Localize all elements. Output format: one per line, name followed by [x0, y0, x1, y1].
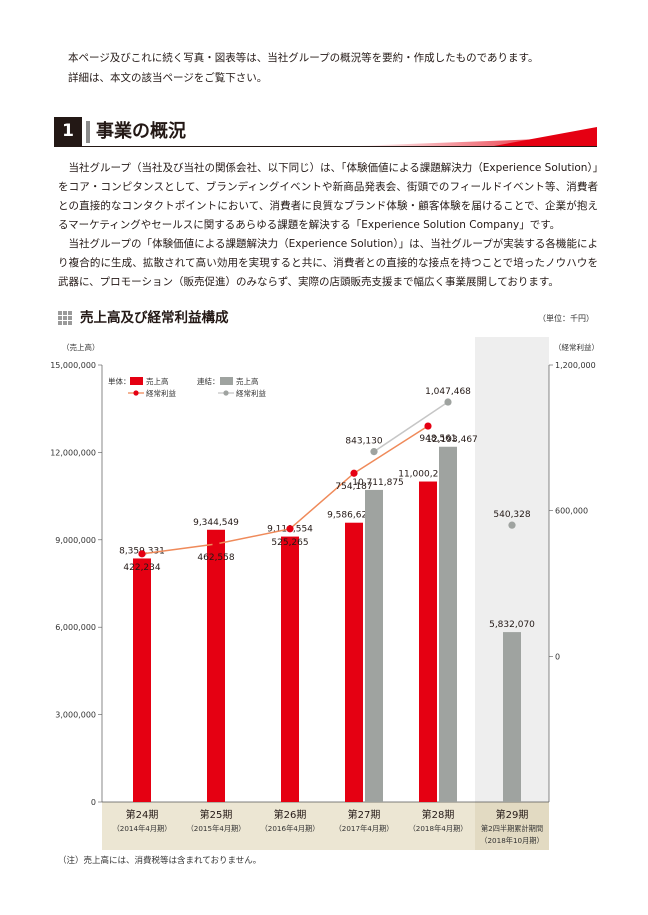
standalone-profit-point: [212, 540, 220, 548]
legend-standalone-label: 単体：: [108, 376, 131, 386]
label-consolidated-profit: 1,047,468: [425, 387, 471, 397]
bar-consolidated-sales: [503, 632, 521, 802]
consolidated-profit-point: [444, 398, 452, 406]
bar-consolidated-sales: [365, 489, 383, 802]
label-standalone-profit: 754,187: [335, 482, 372, 492]
footnote: （注）売上高には、消費税等は含まれておりません。: [58, 856, 262, 866]
standalone-profit-line: [141, 425, 429, 555]
category-sublabel: （2015年4月期）: [187, 824, 246, 833]
section-divider: [86, 121, 90, 143]
label-consolidated-profit: 843,130: [345, 437, 382, 447]
right-tick-label: 0: [555, 652, 560, 661]
category-band: [102, 802, 549, 850]
chart-title: 売上高及び経常利益構成: [80, 310, 229, 326]
right-tick-label: 1,200,000: [555, 361, 596, 370]
section-title: 事業の概況: [96, 121, 186, 142]
consolidated-profit-point: [370, 448, 378, 456]
category-label: 第24期: [126, 808, 159, 821]
bar-standalone-sales: [419, 481, 437, 802]
category-sublabel: （2014年4月期）: [113, 824, 172, 833]
chart-header: 売上高及び経常利益構成 （単位：千円）: [58, 307, 598, 329]
category-sublabel: （2016年4月期）: [261, 824, 320, 833]
bar-label-consolidated-sales: 5,832,070: [489, 620, 535, 630]
category-label: 第27期: [348, 808, 381, 821]
left-tick-label: 3,000,000: [55, 711, 96, 720]
left-tick-label: 9,000,000: [55, 536, 96, 545]
legend-standalone-profit: 経常利益: [146, 388, 176, 398]
legend-consolidated-label: 連結：: [197, 376, 220, 386]
legend-consolidated-sales-swatch: [220, 377, 233, 385]
intro-line-1: 本ページ及びこれに続く写真・図表等は、当社グループの概況等を要約・作成したもので…: [68, 52, 539, 64]
category-label: 第28期: [422, 808, 455, 821]
overview-paragraph-2: 当社グループの「体験価値による課題解決力（Experience Solution…: [58, 238, 598, 288]
standalone-profit-point: [350, 469, 358, 477]
category-label: 第29期: [496, 808, 529, 821]
left-axis-label: （売上高）: [62, 342, 100, 352]
bar-standalone-sales: [133, 558, 151, 802]
standalone-profit-point: [424, 422, 432, 430]
bar-standalone-sales: [345, 522, 363, 802]
legend-standalone-profit-dot: [133, 390, 139, 396]
chart-unit: （単位：千円）: [538, 314, 594, 323]
intro-line-2: 詳細は、本文の該当ページをご覧下さい。: [68, 72, 268, 84]
consolidated-profit-point: [508, 521, 516, 529]
section-underline: [54, 127, 597, 147]
business-overview-text: 当社グループ（当社及び当社の関係会社、以下同じ）は、「体験価値による課題解決力（…: [58, 159, 598, 292]
consolidated-profit-line: [373, 401, 449, 453]
right-tick-label: 600,000: [555, 507, 588, 516]
bar-standalone-sales: [281, 536, 299, 802]
standalone-profit-point: [138, 550, 146, 558]
bar-label-consolidated-sales: 12,193,467: [426, 435, 478, 445]
bar-label-standalone-sales: 9,586,622: [327, 511, 373, 521]
bar-standalone-sales: [207, 529, 225, 802]
standalone-profit-point: [286, 525, 294, 533]
category-sublabel-2: （2018年10月期）: [480, 836, 543, 845]
left-tick-label: 6,000,000: [55, 623, 96, 632]
grid-icon: [58, 311, 76, 325]
bar-consolidated-sales: [439, 446, 457, 802]
bar-label-consolidated-sales: 10,711,875: [352, 478, 404, 488]
label-standalone-profit: 525,265: [271, 538, 308, 548]
label-standalone-profit: 948,561: [419, 434, 456, 444]
section-number: 1: [54, 117, 82, 146]
section-header: 1 事業の概況: [54, 117, 597, 147]
intro-text: 本ページ及びこれに続く写真・図表等は、当社グループの概況等を要約・作成したもので…: [68, 48, 539, 88]
category-sublabel: （2018年4月期）: [409, 824, 468, 833]
label-standalone-profit: 462,558: [197, 553, 234, 563]
category-label: 第25期: [200, 808, 233, 821]
label-consolidated-profit: 540,328: [493, 510, 530, 520]
legend-standalone-sales: 売上高: [146, 376, 169, 386]
left-tick-label: 0: [91, 798, 96, 807]
left-tick-label: 12,000,000: [50, 448, 96, 457]
legend-standalone-sales-swatch: [130, 377, 143, 385]
legend-consolidated-sales: 売上高: [236, 376, 259, 386]
overview-paragraph-1: 当社グループ（当社及び当社の関係会社、以下同じ）は、「体験価値による課題解決力（…: [58, 162, 598, 231]
right-axis-label: （経常利益）: [554, 342, 599, 352]
left-tick-label: 15,000,000: [50, 361, 96, 370]
category-label: 第26期: [274, 808, 307, 821]
legend-consolidated-profit: 経常利益: [236, 388, 266, 398]
category-sublabel: 第2四半期累計期間: [481, 824, 543, 833]
legend-consolidated-profit-dot: [223, 390, 229, 396]
bar-label-standalone-sales: 9,344,549: [193, 518, 239, 528]
label-standalone-profit: 422,234: [123, 563, 160, 573]
forecast-category-band: [475, 802, 549, 850]
category-sublabel: （2017年4月期）: [335, 824, 394, 833]
bar-label-standalone-sales: 11,000,223: [398, 470, 450, 480]
